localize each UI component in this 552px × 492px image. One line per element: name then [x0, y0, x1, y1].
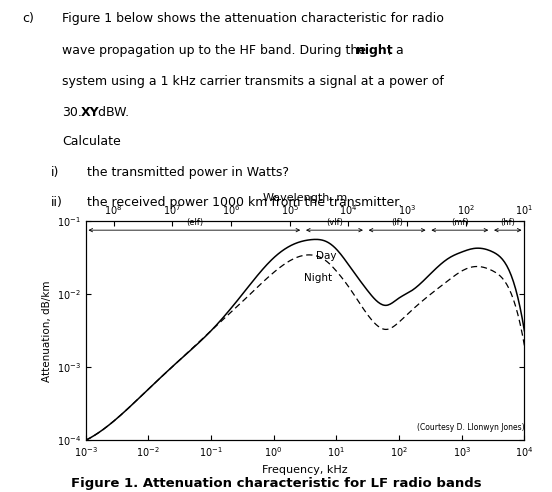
- Y-axis label: Attenuation, dB/km: Attenuation, dB/km: [43, 280, 52, 382]
- Text: (vlf): (vlf): [326, 218, 343, 227]
- Text: night: night: [355, 44, 392, 57]
- Text: 30.: 30.: [62, 106, 82, 119]
- Text: Night: Night: [304, 273, 332, 283]
- Text: dBW.: dBW.: [94, 106, 129, 119]
- Text: (mf): (mf): [451, 218, 469, 227]
- Text: (lf): (lf): [391, 218, 403, 227]
- Text: (elf): (elf): [186, 218, 203, 227]
- Text: the transmitted power in Watts?: the transmitted power in Watts?: [87, 166, 289, 179]
- X-axis label: Frequency, kHz: Frequency, kHz: [262, 464, 348, 475]
- Text: the received power 1000 km from the transmitter.: the received power 1000 km from the tran…: [87, 196, 402, 209]
- Text: Figure 1 below shows the attenuation characteristic for radio: Figure 1 below shows the attenuation cha…: [62, 12, 444, 25]
- Text: (Courtesy D. Llonwyn Jones): (Courtesy D. Llonwyn Jones): [417, 423, 524, 431]
- Text: XY: XY: [81, 106, 99, 119]
- Text: Day: Day: [316, 251, 337, 261]
- Text: , a: , a: [389, 44, 404, 57]
- X-axis label: Wavelength, m: Wavelength, m: [263, 193, 347, 203]
- Text: i): i): [51, 166, 59, 179]
- Text: (hf): (hf): [500, 218, 515, 227]
- Text: ii): ii): [51, 196, 63, 209]
- Text: c): c): [22, 12, 34, 25]
- Text: wave propagation up to the HF band. During the: wave propagation up to the HF band. Duri…: [62, 44, 370, 57]
- Text: Calculate: Calculate: [62, 135, 120, 148]
- Text: system using a 1 kHz carrier transmits a signal at a power of: system using a 1 kHz carrier transmits a…: [62, 75, 444, 88]
- Text: Figure 1. Attenuation characteristic for LF radio bands: Figure 1. Attenuation characteristic for…: [71, 477, 481, 490]
